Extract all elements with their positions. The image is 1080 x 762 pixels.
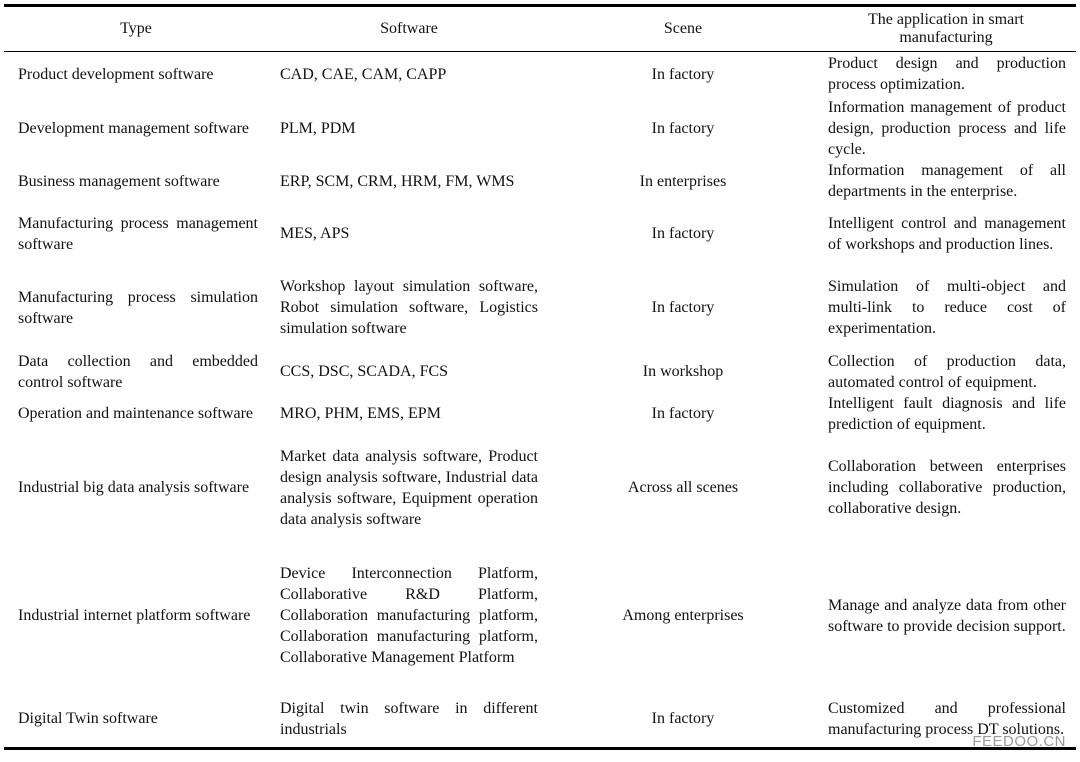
software-table: Type Software Scene The application in s… (4, 4, 1076, 750)
cell-application: Simulation of multi-object and multi-lin… (828, 278, 1066, 337)
cell-type: Product development software (18, 65, 214, 83)
cell-scene: In workshop (642, 363, 724, 380)
cell-type: Operation and maintenance software (18, 405, 254, 422)
cell-software: Market data analysis software, Product d… (280, 447, 538, 528)
cell-scene: In factory (651, 405, 715, 422)
cell-scene: In factory (651, 65, 715, 83)
cell-type: Manufacturing process management softwar… (18, 214, 258, 253)
cell-scene: In factory (651, 225, 715, 242)
table-row: Development management software PLM, PDM I… (4, 97, 1076, 160)
cell-scene: In factory (651, 710, 715, 728)
header-application: The application in smart manufacturing (816, 5, 1076, 52)
cell-application: Manage and analyze data from other softw… (828, 596, 1066, 635)
cell-scene: Across all scenes (627, 479, 739, 496)
cell-type: Manufacturing process simulation softwar… (18, 288, 258, 327)
header-software: Software (268, 5, 550, 52)
header-scene: Scene (550, 5, 816, 52)
cell-type: Development management software (18, 119, 250, 137)
cell-software: CCS, DSC, SCADA, FCS (280, 363, 449, 380)
cell-software: CAD, CAE, CAM, CAPP (280, 65, 447, 83)
table-row: Manufacturing process simulation softwar… (4, 265, 1076, 351)
cell-software: Device Interconnection Platform, Collabo… (280, 565, 538, 666)
cell-application: Customized and professional manufacturin… (828, 699, 1066, 738)
header-type: Type (4, 5, 268, 52)
cell-type: Business management software (18, 172, 220, 190)
cell-scene: Among enterprises (622, 607, 744, 624)
cell-application: Intelligent fault diagnosis and life pre… (828, 394, 1066, 433)
cell-application: Information management of all department… (828, 162, 1066, 200)
cell-software: Digital twin software in different indus… (280, 699, 538, 738)
cell-type: Digital Twin software (18, 710, 158, 728)
table-row: Business management software ERP, SCM, CR… (4, 160, 1076, 203)
cell-scene: In factory (651, 119, 715, 137)
table-row: Operation and maintenance software MRO, P… (4, 393, 1076, 435)
cell-scene: In factory (651, 299, 715, 316)
cell-type: Industrial big data analysis software (18, 479, 250, 496)
cell-software: ERP, SCM, CRM, HRM, FM, WMS (280, 172, 515, 190)
cell-type: Industrial internet platform software (18, 607, 251, 624)
cell-application: Collaboration between enterprises includ… (828, 458, 1066, 517)
cell-software: Workshop layout simulation software, Rob… (280, 278, 538, 337)
cell-type: Data collection and embedded control sof… (18, 352, 258, 391)
cell-software: PLM, PDM (280, 119, 356, 137)
cell-scene: In enterprises (639, 172, 727, 190)
cell-software: MRO, PHM, EMS, EPM (280, 405, 441, 422)
cell-application: Information management of product design… (828, 98, 1066, 158)
table-row: Industrial big data analysis software Mar… (4, 435, 1076, 541)
cell-software: MES, APS (280, 225, 350, 242)
watermark: FEEDOO.CN (972, 733, 1066, 750)
table-row: Product development software CAD, CAE, CA… (4, 52, 1076, 97)
table-row: Industrial internet platform software Dev… (4, 541, 1076, 691)
table-header-row: Type Software Scene The application in s… (4, 5, 1076, 52)
table-row: Digital Twin software Digital twin softwa… (4, 691, 1076, 749)
table-row: Data collection and embedded control sof… (4, 351, 1076, 393)
table-row: Manufacturing process management softwar… (4, 203, 1076, 265)
cell-application: Product design and production process op… (828, 55, 1066, 94)
cell-application: Intelligent control and management of wo… (828, 214, 1066, 253)
cell-application: Collection of production data, automated… (828, 352, 1066, 391)
